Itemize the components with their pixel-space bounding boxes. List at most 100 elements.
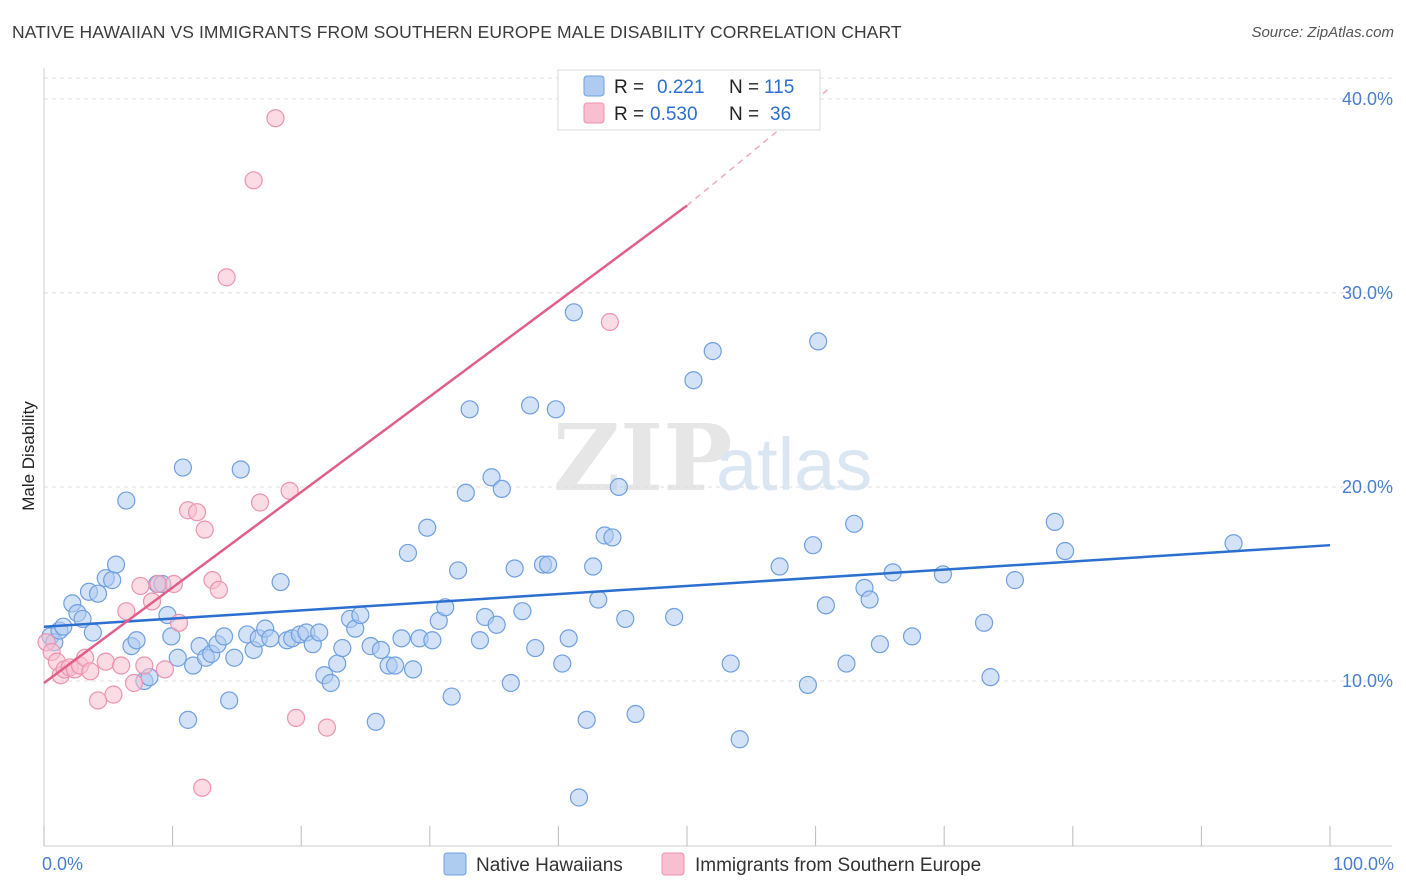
data-point (487, 615, 506, 634)
data-point (470, 631, 490, 650)
data-point (135, 656, 154, 675)
data-point (521, 396, 540, 415)
data-point (870, 635, 890, 654)
data-point (88, 584, 108, 603)
data-point (798, 675, 817, 695)
data-point (589, 590, 608, 609)
legend-r-value-blue: 0.221 (657, 77, 705, 98)
legend-swatch-pink (583, 102, 605, 124)
data-point (1005, 571, 1025, 590)
data-point (837, 654, 856, 673)
data-point (577, 710, 596, 729)
watermark: ZIP atlas (553, 404, 872, 512)
data-point (117, 491, 136, 510)
data-point (492, 479, 511, 499)
bottom-legend: Native Hawaiians Immigrants from Souther… (443, 852, 981, 876)
data-point (559, 629, 578, 648)
data-point (456, 483, 475, 502)
data-point (103, 571, 122, 590)
data-point (385, 656, 405, 675)
data-point (816, 596, 835, 615)
data-point (616, 609, 635, 629)
y-tick-label: 10.0% (1342, 671, 1393, 691)
data-point (124, 673, 144, 693)
data-point (155, 660, 174, 679)
data-point (149, 574, 168, 594)
data-point (310, 623, 329, 642)
trendline-immigrants-extension (686, 88, 829, 207)
data-point (505, 559, 524, 578)
y-tick-label: 30.0% (1342, 283, 1393, 303)
data-point (187, 503, 207, 522)
data-point (603, 528, 622, 547)
bottom-legend-label-pink: Immigrants from Southern Europe (695, 855, 981, 876)
y-tick-label: 40.0% (1342, 89, 1393, 109)
data-point (564, 303, 583, 322)
data-point (104, 685, 123, 704)
data-point (88, 691, 108, 710)
legend-swatch-blue (583, 75, 605, 97)
data-point (448, 561, 468, 580)
data-point (442, 687, 461, 706)
watermark-atlas: atlas (716, 423, 872, 506)
bottom-legend-swatch-blue (443, 852, 467, 876)
data-point (261, 629, 280, 648)
data-point (1045, 512, 1064, 531)
data-point (231, 460, 250, 479)
chart-title: NATIVE HAWAIIAN VS IMMIGRANTS FROM SOUTH… (12, 22, 902, 42)
bottom-legend-swatch-pink (661, 852, 685, 876)
data-point (809, 332, 828, 351)
data-point (403, 660, 423, 679)
data-point (860, 590, 879, 609)
data-point (117, 602, 136, 621)
data-point (131, 576, 150, 596)
x-ticks (43, 826, 1331, 846)
legend-box: R = 0.221 N = 115 R = 0.530 N = 36 (557, 69, 821, 131)
data-point (803, 536, 823, 555)
data-point (501, 673, 520, 693)
data-point (127, 631, 146, 650)
y-axis-label: Male Disability (19, 401, 38, 511)
data-point (162, 627, 181, 646)
bottom-legend-label-blue: Native Hawaiians (476, 855, 623, 876)
data-point (266, 109, 285, 128)
data-point (665, 607, 684, 627)
y-tick-label: 20.0% (1342, 477, 1393, 497)
data-point (584, 557, 603, 576)
chart-source: Source: ZipAtlas.com (1251, 24, 1394, 41)
data-point (423, 631, 442, 650)
legend-r-value-pink: 0.530 (650, 104, 698, 125)
data-point (209, 580, 228, 599)
data-point (195, 520, 214, 539)
legend-r-label-blue: R = (614, 77, 644, 98)
data-point (271, 572, 290, 592)
data-point (244, 171, 263, 190)
data-point (328, 654, 347, 673)
data-point (418, 518, 437, 537)
data-point (436, 598, 455, 617)
y-tick-labels: 10.0% 20.0% 30.0% 40.0% (1342, 89, 1393, 691)
data-point (460, 400, 479, 419)
axes (43, 68, 1392, 847)
data-point (214, 627, 234, 646)
data-point (1224, 534, 1243, 553)
data-point (96, 652, 115, 671)
trendline-native-hawaiians (43, 543, 1331, 628)
trendline-immigrants-southern-europe (43, 204, 688, 684)
data-point (178, 710, 198, 729)
legend-n-label-pink: N = (729, 104, 759, 125)
data-point (609, 477, 628, 497)
trendlines (43, 88, 1331, 684)
data-point (106, 555, 126, 574)
series-immigrants-southern-europe (37, 109, 619, 797)
data-point (684, 371, 703, 390)
data-point (600, 312, 619, 332)
data-point (371, 640, 391, 660)
data-point (553, 654, 572, 673)
data-point (569, 788, 589, 807)
data-point (398, 543, 418, 563)
series-native-hawaiians (41, 303, 1243, 807)
data-point (333, 638, 352, 658)
legend-n-value-pink: 36 (770, 104, 791, 125)
